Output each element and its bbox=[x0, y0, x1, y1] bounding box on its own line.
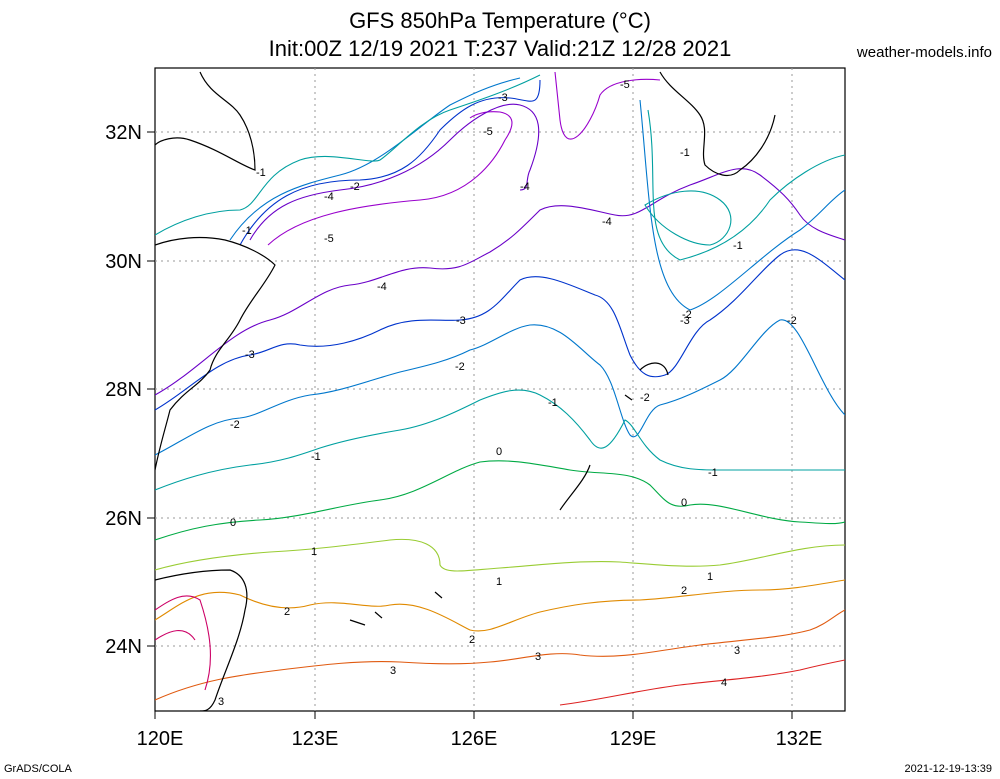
contour-label: -3 bbox=[245, 349, 255, 361]
contour-minus4-north bbox=[249, 103, 540, 241]
contour-label: -4 bbox=[602, 216, 612, 228]
contour-label: -1 bbox=[256, 167, 266, 179]
map-subtitle: Init:00Z 12/19 2021 T:237 Valid:21Z 12/2… bbox=[268, 36, 732, 61]
contour-labels: -3 -5 -5 -2 -4 -4 -4 -5 -4 -3 -3 -3 -1 -… bbox=[218, 79, 797, 708]
site-credit: weather-models.info bbox=[856, 44, 992, 61]
contour-label: -1 bbox=[311, 451, 321, 463]
y-tick-label: 32N bbox=[105, 122, 142, 144]
footer-timestamp: 2021-12-19-13:39 bbox=[904, 763, 992, 775]
contour-label: 0 bbox=[496, 446, 502, 458]
footer-credit: GrADS/COLA bbox=[4, 763, 72, 775]
contour-minus1-loop bbox=[644, 190, 732, 246]
contour-2 bbox=[155, 579, 845, 632]
contour-minus2-north bbox=[229, 77, 845, 311]
contour-label: 2 bbox=[469, 634, 475, 646]
contour-label: -3 bbox=[680, 315, 690, 327]
contour-label: -2 bbox=[787, 315, 797, 327]
contour-minus1-north bbox=[155, 74, 845, 261]
contour-3 bbox=[155, 609, 845, 701]
contour-label: 4 bbox=[721, 677, 727, 689]
x-tick-label: 132E bbox=[776, 728, 823, 750]
contour-label: -5 bbox=[620, 79, 630, 91]
x-tick-label: 126E bbox=[451, 728, 498, 750]
y-tick-label: 24N bbox=[105, 636, 142, 658]
contour-minus3-north bbox=[239, 79, 541, 246]
contour-label: 3 bbox=[390, 665, 396, 677]
y-tick-label: 28N bbox=[105, 379, 142, 401]
contour-label: -3 bbox=[456, 315, 466, 327]
contour-zero bbox=[155, 460, 845, 541]
tick-marks bbox=[147, 131, 793, 719]
contour-label: 3 bbox=[218, 696, 224, 708]
y-tick-label: 26N bbox=[105, 508, 142, 530]
contour-label: -1 bbox=[708, 467, 718, 479]
x-tick-label: 120E bbox=[137, 728, 184, 750]
contour-minus2 bbox=[155, 319, 845, 456]
contour-label: -3 bbox=[498, 92, 508, 104]
contour-label: -2 bbox=[350, 181, 360, 193]
contour-warm-taiwan bbox=[155, 595, 211, 691]
contour-label: -1 bbox=[548, 397, 558, 409]
contour-label: 0 bbox=[681, 497, 687, 509]
map-title: GFS 850hPa Temperature (°C) bbox=[349, 8, 651, 33]
contour-label: -4 bbox=[377, 281, 387, 293]
contour-label: -2 bbox=[230, 419, 240, 431]
contour-minus3 bbox=[155, 249, 845, 411]
contour-label: -5 bbox=[483, 126, 493, 138]
contour-label: 0 bbox=[230, 517, 236, 529]
contour-label: -2 bbox=[640, 392, 650, 404]
contour-4 bbox=[559, 659, 845, 706]
contour-label: -1 bbox=[242, 225, 252, 237]
contour-label: -2 bbox=[455, 361, 465, 373]
gridlines bbox=[155, 68, 845, 711]
x-tick-label: 123E bbox=[292, 728, 339, 750]
contour-1 bbox=[155, 538, 845, 572]
contour-label: 1 bbox=[311, 546, 317, 558]
contour-label: 2 bbox=[284, 606, 290, 618]
contour-label: 1 bbox=[707, 571, 713, 583]
coastlines bbox=[155, 71, 776, 711]
contour-label: -1 bbox=[680, 147, 690, 159]
contour-label: -1 bbox=[733, 240, 743, 252]
contour-minus1 bbox=[155, 389, 845, 491]
x-tick-label: 129E bbox=[610, 728, 657, 750]
contour-label: 3 bbox=[535, 651, 541, 663]
contour-label: -4 bbox=[324, 191, 334, 203]
contour-label: 3 bbox=[734, 645, 740, 657]
contour-label: -2 bbox=[682, 309, 692, 321]
contour-label: -4 bbox=[520, 181, 530, 193]
y-tick-label: 30N bbox=[105, 251, 142, 273]
contour-minus5 bbox=[267, 71, 661, 246]
contour-label: 2 bbox=[681, 585, 687, 597]
contour-label: -5 bbox=[324, 233, 334, 245]
contour-label: 1 bbox=[496, 576, 502, 588]
contour-minus4-east bbox=[155, 168, 845, 396]
